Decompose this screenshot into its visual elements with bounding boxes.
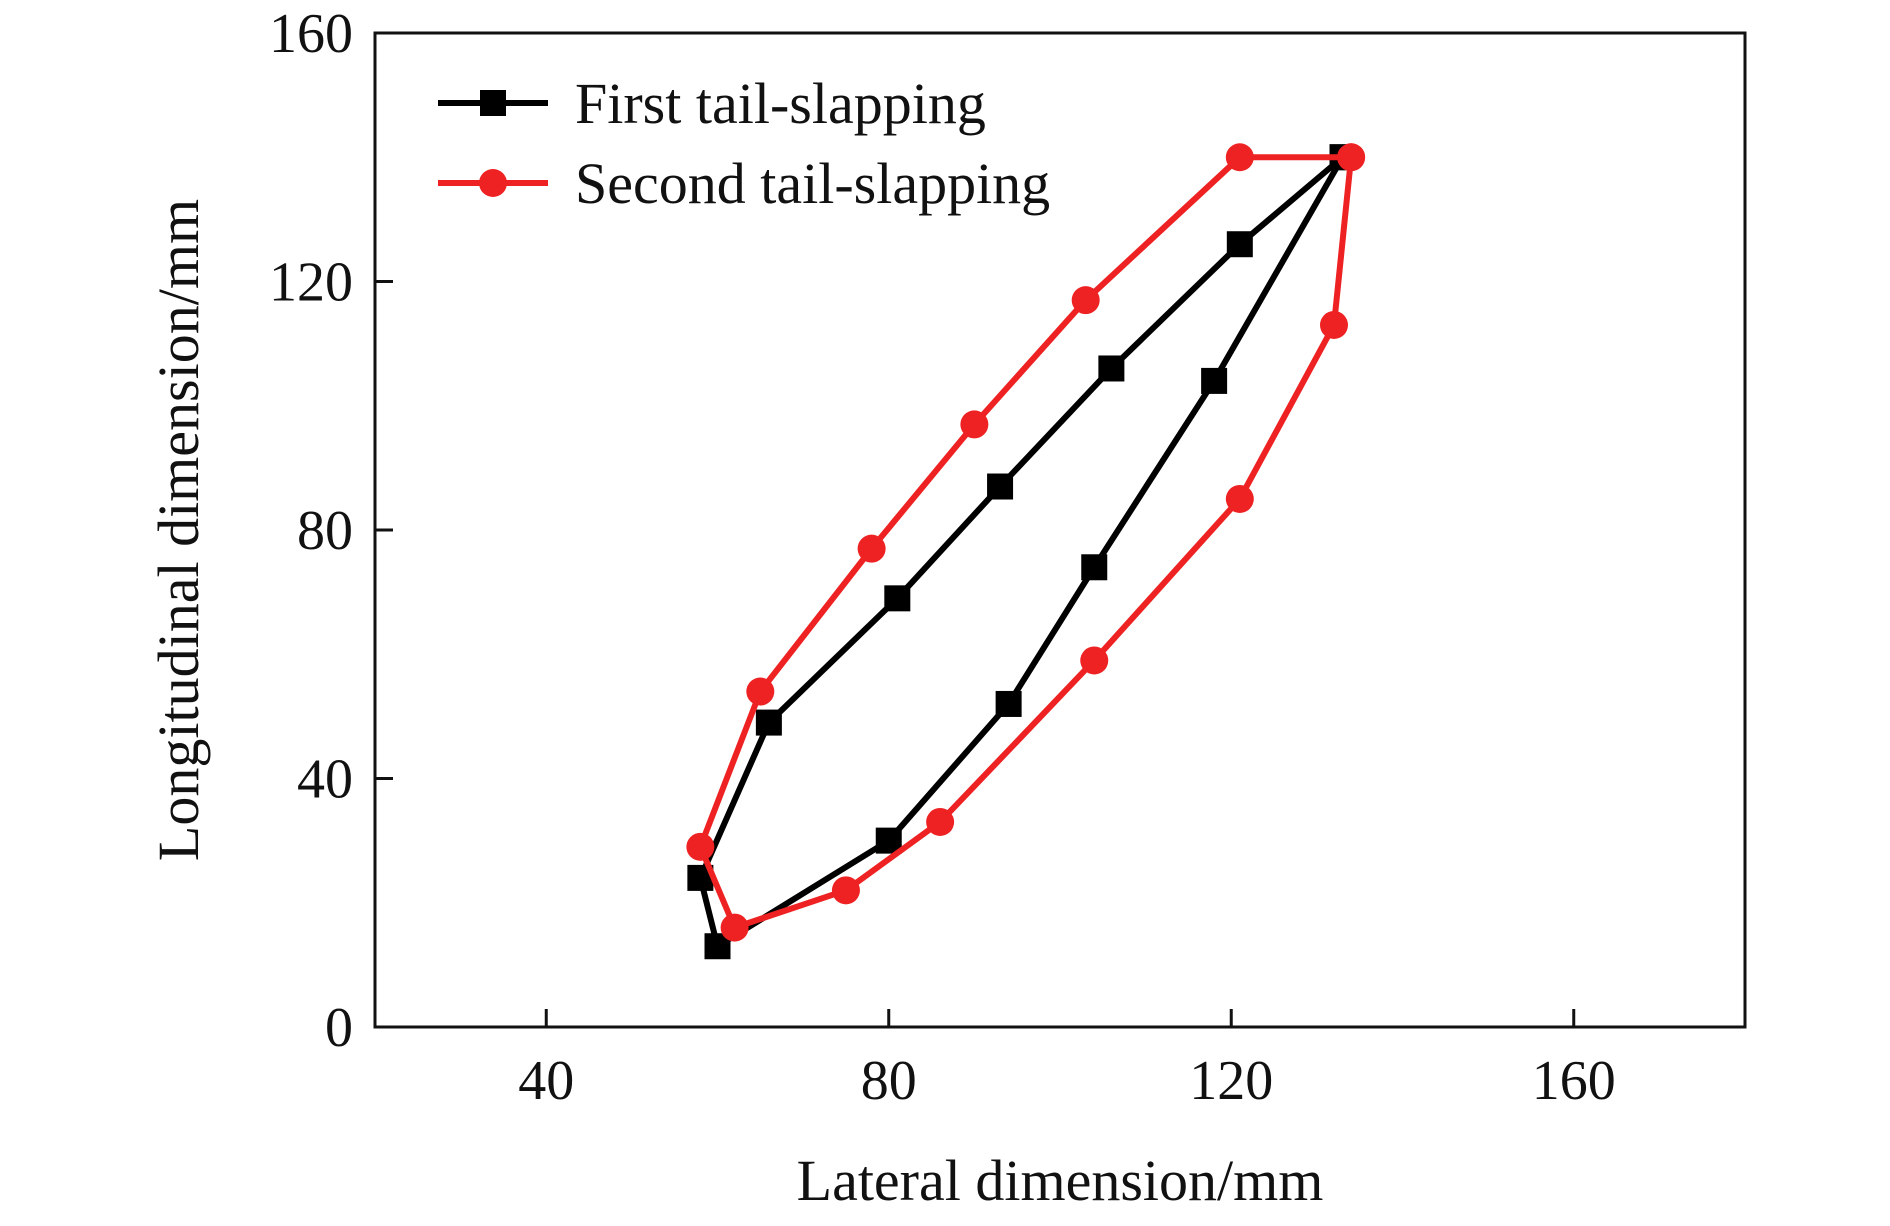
y-tick-label: 40 bbox=[297, 749, 353, 811]
legend-item: Second tail-slapping bbox=[438, 151, 1050, 216]
y-axis-title: Longitudinal dimension/mm bbox=[146, 199, 211, 861]
data-point bbox=[831, 876, 860, 905]
x-tick-label: 40 bbox=[518, 1050, 574, 1112]
data-point bbox=[720, 913, 749, 942]
series-layer bbox=[686, 143, 1366, 960]
data-point bbox=[746, 677, 775, 706]
series-2 bbox=[686, 143, 1366, 942]
axis-tick-labels: 40 80 120 160 0 40 80 120 160 bbox=[269, 3, 1616, 1112]
legend-label: Second tail-slapping bbox=[575, 151, 1050, 216]
legend-item: First tail-slapping bbox=[438, 71, 986, 136]
legend-swatch-marker bbox=[479, 169, 507, 197]
data-point bbox=[1081, 554, 1108, 581]
series-line bbox=[697, 154, 1346, 950]
data-point bbox=[926, 807, 955, 836]
data-point bbox=[686, 832, 715, 861]
data-point bbox=[884, 585, 911, 612]
data-point bbox=[1226, 231, 1253, 258]
legend: First tail-slapping Second tail-slapping bbox=[438, 71, 1050, 216]
data-point bbox=[1225, 143, 1254, 172]
axis-ticks bbox=[375, 280, 1576, 1027]
data-point bbox=[1080, 646, 1109, 675]
data-point bbox=[755, 709, 782, 736]
data-point bbox=[1201, 367, 1228, 394]
series-line bbox=[697, 154, 1355, 931]
data-point bbox=[857, 534, 886, 563]
x-axis-title: Lateral dimension/mm bbox=[797, 1148, 1324, 1213]
data-point bbox=[987, 473, 1014, 500]
data-point bbox=[1337, 143, 1366, 172]
data-point bbox=[1225, 484, 1254, 513]
data-point bbox=[960, 410, 989, 439]
y-tick-label: 160 bbox=[269, 3, 353, 65]
y-tick-label: 0 bbox=[325, 997, 353, 1059]
data-point bbox=[1320, 310, 1348, 339]
y-tick-label: 120 bbox=[269, 252, 353, 314]
y-tick-label: 80 bbox=[297, 500, 353, 562]
x-tick-label: 160 bbox=[1532, 1050, 1616, 1112]
x-tick-label: 120 bbox=[1189, 1050, 1273, 1112]
x-tick-label: 80 bbox=[861, 1050, 917, 1112]
legend-swatch-marker bbox=[480, 90, 506, 116]
data-point bbox=[995, 690, 1022, 717]
data-point bbox=[1098, 355, 1125, 382]
series-1 bbox=[687, 144, 1356, 960]
legend-label: First tail-slapping bbox=[575, 71, 986, 136]
data-point bbox=[1071, 286, 1100, 315]
